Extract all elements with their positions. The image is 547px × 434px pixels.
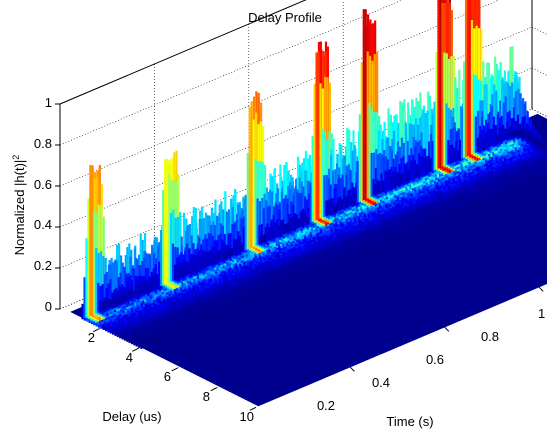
surface-plot [70,0,547,407]
grid-line [532,0,547,84]
box-edge [59,0,307,105]
grid-line [532,0,547,2]
grid-line [531,26,547,35]
box-edge [532,0,547,2]
grid-line [532,0,547,43]
